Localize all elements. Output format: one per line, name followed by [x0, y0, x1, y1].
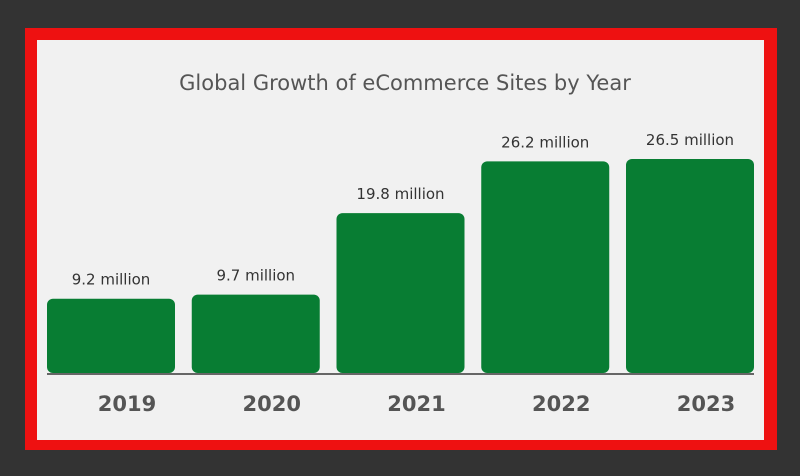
data-label-2022: 26.2 million	[501, 133, 589, 151]
x-tick-2021: 2021	[387, 392, 445, 416]
x-tick-2019: 2019	[98, 392, 156, 416]
data-label-2021: 19.8 million	[356, 185, 444, 203]
x-tick-2022: 2022	[532, 392, 590, 416]
data-label-2020: 9.7 million	[216, 267, 295, 285]
bar-2023	[626, 159, 754, 373]
data-label-2019: 9.2 million	[72, 271, 151, 289]
data-labels-group: 9.2 million 9.7 million 19.8 million 26.2 m…	[72, 131, 734, 289]
bar-2020	[191, 294, 320, 373]
x-tick-2023: 2023	[677, 392, 735, 416]
bar-2019	[47, 298, 175, 373]
chart-title: Global Growth of eCommerce Sites by Year	[179, 71, 631, 95]
bar-2021	[336, 213, 465, 373]
x-tick-labels-group: 2019 2020 2021 2022 2023	[98, 392, 735, 416]
bars-group	[47, 159, 754, 373]
bar-2022	[481, 161, 610, 373]
x-tick-2020: 2020	[243, 392, 301, 416]
data-label-2023: 26.5 million	[646, 131, 734, 149]
